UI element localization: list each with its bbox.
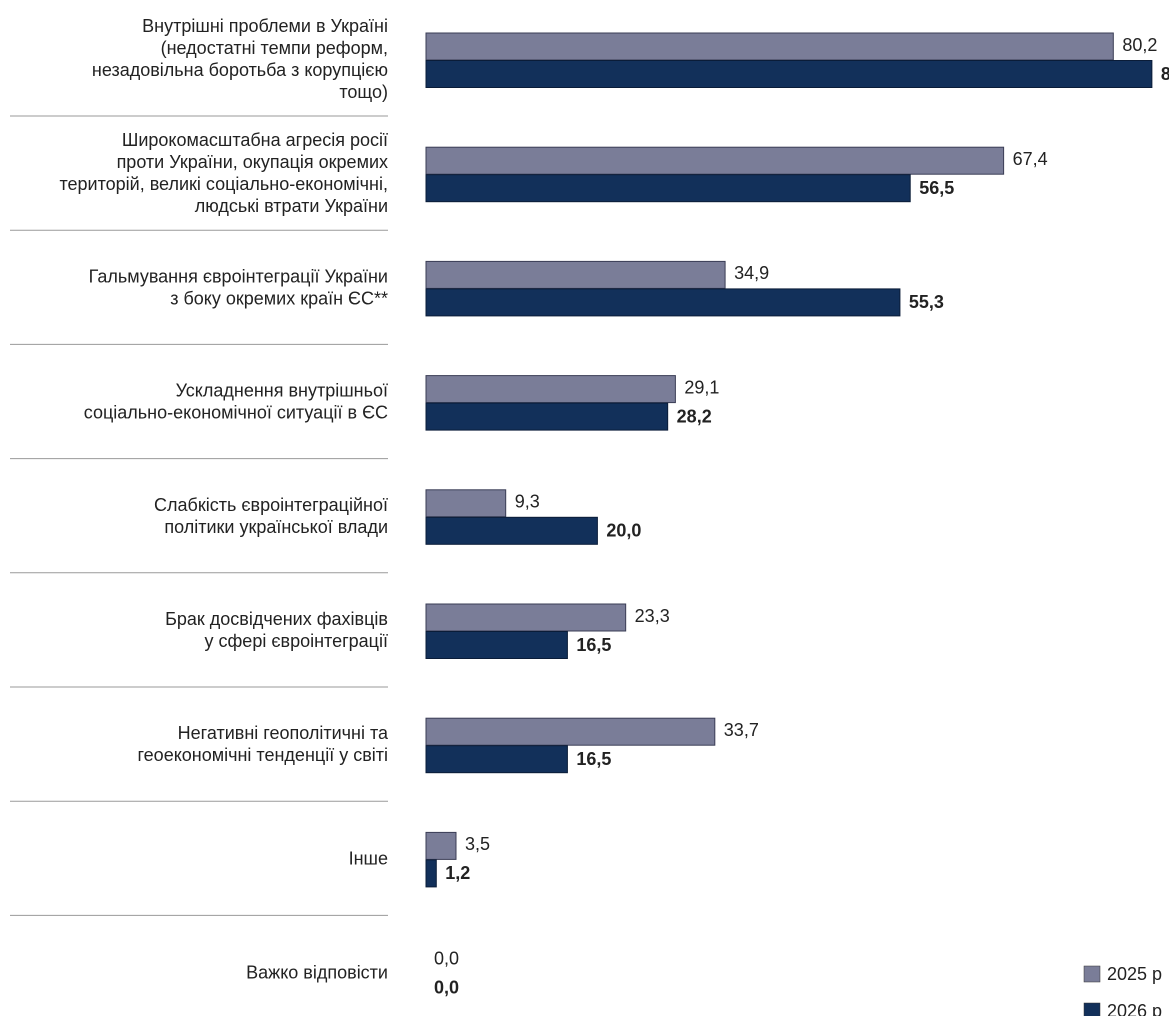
legend-label: 2025 р <box>1107 964 1162 984</box>
category-label: проти України, окупація окремих <box>117 152 388 172</box>
value-label: 56,5 <box>919 178 954 198</box>
category-label: Внутрішні проблеми в Україні <box>142 16 388 36</box>
bar-2025-р <box>425 146 1005 175</box>
value-label: 84,7 <box>1161 64 1169 84</box>
legend-swatch <box>1083 1002 1101 1016</box>
legend: 2025 р 2026 р <box>1083 964 1162 1016</box>
bar-2025-р <box>425 375 676 404</box>
bar-2026-р <box>425 402 669 431</box>
category-label: незадовільна боротьба з корупцією <box>92 60 388 80</box>
category-label: Інше <box>349 848 388 868</box>
category-label: Гальмування євроінтеграції України <box>89 266 388 286</box>
category-label: Широкомасштабна агресія росії <box>122 130 388 150</box>
bar-2026-р <box>425 859 437 888</box>
bar-2026-р <box>425 631 568 659</box>
bar-2026-р <box>425 288 901 317</box>
category-label: Ускладнення внутрішньої <box>176 381 388 401</box>
category-label: (недостатні темпи реформ, <box>161 38 388 58</box>
value-label: 33,7 <box>724 720 759 740</box>
bar-2026-р <box>425 60 1153 88</box>
category-label: з боку окремих країн ЄС** <box>170 288 388 308</box>
value-labels: 80,2 84,7 67,4 56,5 34,9 55,3 29,1 28,2 9,3 20,0 2… <box>434 35 1169 998</box>
value-label: 29,1 <box>684 377 719 397</box>
category-label: політики української влади <box>164 517 388 537</box>
category-label: територій, великі соціально-економічні, <box>59 174 388 194</box>
value-label: 16,5 <box>576 749 611 769</box>
value-label: 3,5 <box>465 834 490 854</box>
legend-swatch <box>1083 965 1101 983</box>
bar-2025-р <box>425 831 457 860</box>
category-label: геоекономічні тенденції у світі <box>138 745 389 765</box>
category-label: людські втрати України <box>195 196 388 216</box>
category-label: Негативні геополітичні та <box>178 723 389 743</box>
value-label: 67,4 <box>1013 149 1048 169</box>
value-label: 55,3 <box>909 292 944 312</box>
value-label: 1,2 <box>445 863 470 883</box>
category-separators <box>10 115 388 916</box>
category-labels: Внутрішні проблеми в Україні(недостатні … <box>59 16 389 983</box>
category-label: Брак досвідчених фахівців <box>165 609 388 629</box>
value-label: 9,3 <box>515 492 540 512</box>
category-label: тощо) <box>339 82 388 102</box>
bar-2025-р <box>425 489 507 518</box>
category-label: у сфері євроінтеграції <box>205 631 389 651</box>
value-label: 0,0 <box>434 977 459 997</box>
legend-label: 2026 р <box>1107 1001 1162 1016</box>
bar-2025-р <box>425 32 1114 61</box>
bar-2025-р <box>425 260 726 289</box>
value-label: 28,2 <box>677 406 712 426</box>
value-label: 16,5 <box>576 635 611 655</box>
value-label: 23,3 <box>635 606 670 626</box>
bar-2026-р <box>425 174 911 203</box>
category-label: соціально-економічної ситуації в ЄС <box>84 403 388 423</box>
value-label: 80,2 <box>1122 35 1157 55</box>
bar-2025-р <box>425 603 627 632</box>
category-label: Важко відповісти <box>246 963 388 983</box>
category-label: Слабкість євроінтеграційної <box>154 495 388 515</box>
bar-2026-р <box>425 516 598 545</box>
bars <box>425 32 1153 888</box>
value-label: 0,0 <box>434 948 459 968</box>
value-label: 20,0 <box>606 521 641 541</box>
bar-2026-р <box>425 745 568 774</box>
value-label: 34,9 <box>734 263 769 283</box>
bar-2025-р <box>425 717 716 746</box>
